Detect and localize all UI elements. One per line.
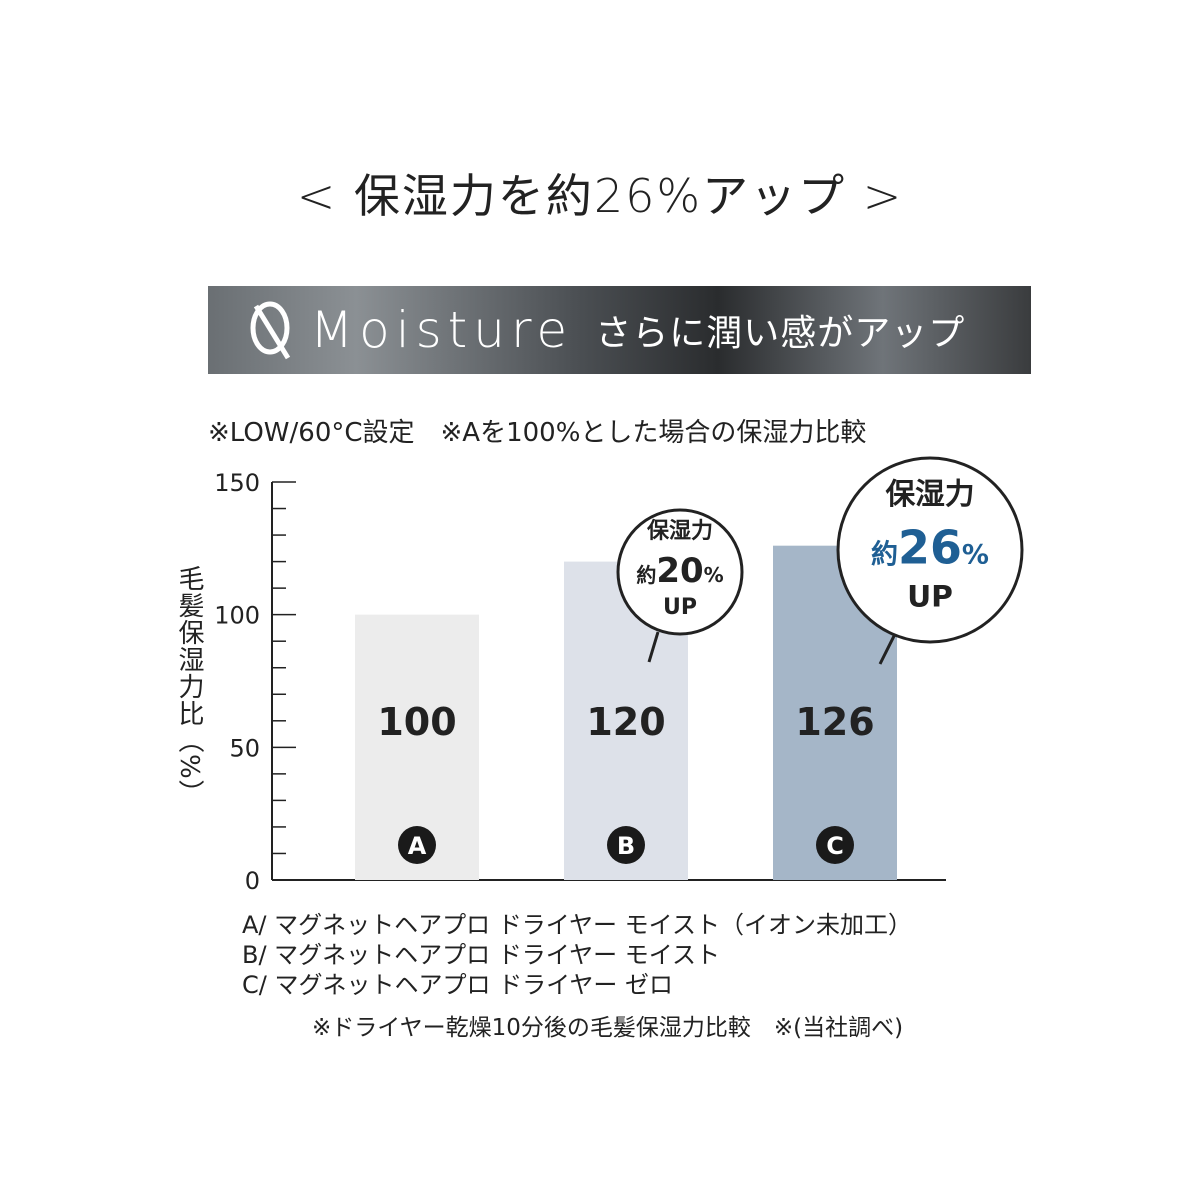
callout-value: 約26% [871,521,989,575]
bar-value-label: 100 [377,700,456,744]
y-tick-label: 50 [229,734,260,762]
legend-item-a: A/ マグネットヘアプロ ドライヤー モイスト（イオン未加工） [242,911,912,939]
callout-title: 保湿力 [646,519,713,544]
bar-value-label: 120 [586,700,665,744]
callout-up: UP [663,595,697,620]
y-axis-label: 毛髪保湿力比（%） [174,565,204,807]
bar-value-label: 126 [795,700,874,744]
banner-title: Moisture [310,301,574,359]
headline: < 保湿力を約26%アップ > [296,169,904,223]
banner-subtitle: さらに潤い感がアップ [595,313,966,354]
y-tick-label: 100 [214,602,260,630]
callout-title: 保湿力 [885,477,974,512]
category-badge [398,826,436,864]
footnote: ※ドライヤー乾燥10分後の毛髪保湿力比較 ※(当社調べ) [312,1015,904,1041]
legend-item-b: B/ マグネットヘアプロ ドライヤー モイスト [242,941,720,969]
condition-note: ※LOW/60°C設定 ※Aを100%とした場合の保湿力比較 [208,418,867,448]
callout-pointer [647,631,660,663]
callout-up: UP [907,580,953,615]
callout-bubble [836,456,1024,644]
y-tick-label: 150 [214,469,260,497]
moisture-banner: Moisture さらに潤い感がアップ [208,286,1031,374]
callout-bubble [616,508,744,636]
moisture-q-logo-icon [250,301,291,360]
category-label: A [408,832,427,860]
category-label: C [826,832,844,860]
category-label: B [617,832,635,860]
callout-value: 約20% [636,551,723,591]
category-badge [607,826,645,864]
category-badge [816,826,854,864]
legend: A/ マグネットヘアプロ ドライヤー モイスト（イオン未加工） B/ マグネット… [242,910,912,1000]
y-tick-label: 0 [245,867,260,895]
legend-item-c: C/ マグネットヘアプロ ドライヤー ゼロ [242,971,674,999]
